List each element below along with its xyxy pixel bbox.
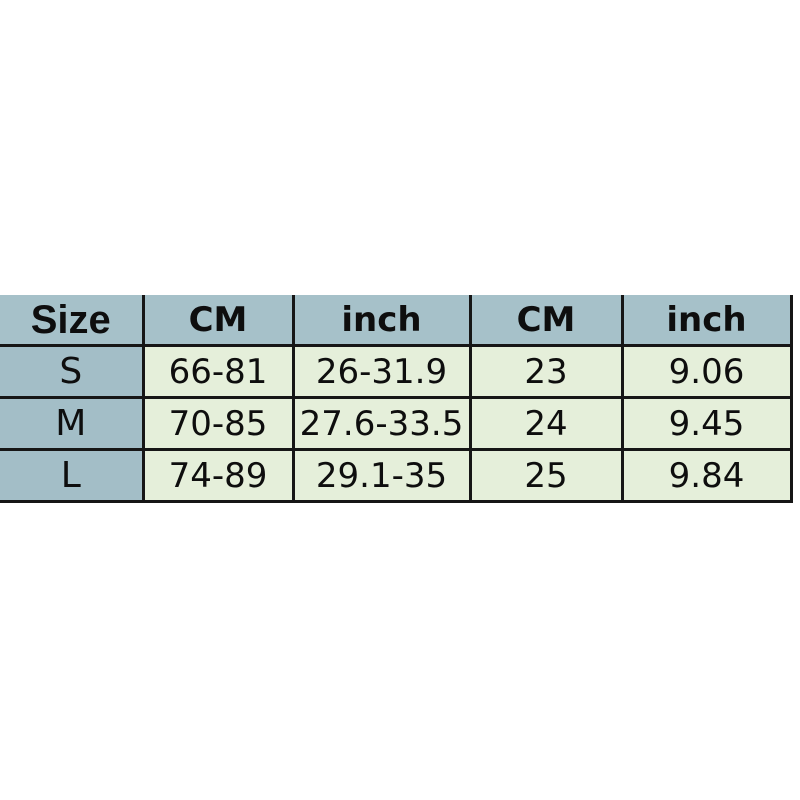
measurement-cell: 24 — [468, 396, 624, 451]
size-label-cell: S — [0, 344, 145, 399]
table-row-m: M 70-85 27.6-33.5 24 9.45 — [0, 396, 793, 451]
measurement-cell: 74-89 — [141, 448, 295, 503]
column-header-cm-2: CM — [468, 295, 624, 347]
column-header-cm-1: CM — [141, 295, 295, 347]
column-header-inch-1: inch — [291, 295, 472, 347]
table-row-s: S 66-81 26-31.9 23 9.06 — [0, 344, 793, 399]
size-label-cell: L — [0, 448, 145, 503]
size-label-cell: M — [0, 396, 145, 451]
measurement-cell: 26-31.9 — [291, 344, 472, 399]
header-row: Size CM inch CM inch — [0, 295, 793, 347]
measurement-cell: 66-81 — [141, 344, 295, 399]
size-chart-table: Size CM inch CM inch S 66-81 26-31.9 23 … — [0, 295, 793, 503]
measurement-cell: 9.84 — [620, 448, 793, 503]
measurement-cell: 25 — [468, 448, 624, 503]
measurement-cell: 70-85 — [141, 396, 295, 451]
table-row-l: L 74-89 29.1-35 25 9.84 — [0, 448, 793, 503]
measurement-cell: 23 — [468, 344, 624, 399]
measurement-cell: 9.06 — [620, 344, 793, 399]
column-header-size: Size — [0, 295, 145, 347]
measurement-cell: 27.6-33.5 — [291, 396, 472, 451]
column-header-inch-2: inch — [620, 295, 793, 347]
measurement-cell: 29.1-35 — [291, 448, 472, 503]
measurement-cell: 9.45 — [620, 396, 793, 451]
